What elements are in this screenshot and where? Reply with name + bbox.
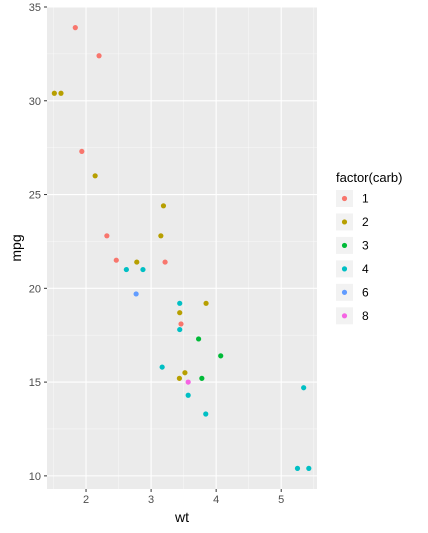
data-point-carb-4: [123, 266, 129, 273]
data-point-carb-2: [134, 259, 140, 265]
data-point-carb-1: [104, 233, 110, 239]
data-point-carb-2: [51, 90, 57, 96]
grid-minor: [47, 7, 317, 489]
data-point-carb-3: [218, 353, 224, 359]
data-point-carb-1: [96, 53, 102, 59]
data-point-carb-6: [133, 291, 139, 297]
data-point-carb-1: [162, 259, 168, 265]
data-point-carb-2: [160, 203, 167, 209]
x-axis-ticks: 2 3 4 5: [83, 489, 284, 506]
x-tick-label: 2: [83, 494, 89, 506]
legend-title: factor(carb): [336, 170, 402, 185]
legend-symbol-1: [341, 195, 348, 202]
legend-symbol-4: [341, 266, 348, 272]
y-axis-ticks: 10 15 20 25 30 35: [29, 2, 47, 483]
grid-major: [47, 6, 317, 489]
legend-symbol-2: [341, 219, 348, 225]
data-point-carb-4: [159, 364, 165, 370]
legend-label-1: 1: [362, 192, 369, 206]
x-tick-label: 4: [213, 494, 219, 506]
legend-items: 1 2 3 4 6 8: [336, 190, 369, 325]
data-point-carb-4: [203, 411, 209, 417]
legend-label-4: 4: [362, 262, 369, 276]
y-tick-label: 10: [29, 471, 41, 483]
legend-label-6: 6: [362, 285, 369, 299]
legend: factor(carb) 1 2 3 4 6 8: [336, 170, 402, 325]
data-point-carb-2: [182, 370, 188, 376]
data-point-carb-4: [301, 385, 307, 391]
data-point-carb-2: [203, 300, 209, 306]
data-point-carb-2: [176, 375, 182, 381]
data-point-carb-2: [158, 233, 164, 239]
legend-label-2: 2: [362, 215, 369, 229]
y-tick-label: 30: [29, 96, 41, 108]
data-point-carb-4: [177, 326, 183, 333]
x-tick-label: 5: [278, 494, 284, 506]
x-tick-label: 3: [148, 494, 154, 506]
data-point-carb-4: [185, 392, 191, 398]
data-point-carb-1: [178, 321, 184, 327]
data-point-carb-4: [306, 465, 312, 471]
legend-symbol-6: [341, 289, 348, 295]
data-point-carb-4: [140, 266, 146, 273]
plot-panel: [47, 7, 317, 489]
data-point-carb-2: [58, 90, 64, 96]
y-tick-label: 15: [29, 377, 41, 389]
legend-symbol-3: [341, 242, 348, 249]
data-point-carb-1: [113, 257, 119, 263]
data-point-carb-1: [79, 148, 85, 155]
y-tick-label: 25: [29, 190, 41, 202]
legend-label-3: 3: [362, 238, 369, 252]
data-point-carb-8: [185, 379, 191, 385]
y-tick-label: 35: [29, 2, 41, 14]
data-point-carb-3: [199, 375, 205, 381]
legend-label-8: 8: [362, 309, 369, 323]
data-point-carb-1: [72, 25, 78, 31]
data-point-carb-4: [294, 465, 301, 471]
data-point-carb-2: [177, 310, 183, 316]
legend-symbol-8: [341, 313, 348, 319]
data-point-carb-4: [177, 300, 183, 306]
data-points: [51, 25, 312, 471]
y-axis-title: mpg: [8, 234, 24, 261]
data-point-carb-3: [195, 336, 202, 342]
x-axis-title: wt: [174, 509, 189, 525]
data-point-carb-2: [92, 173, 98, 179]
y-tick-label: 20: [29, 283, 41, 295]
